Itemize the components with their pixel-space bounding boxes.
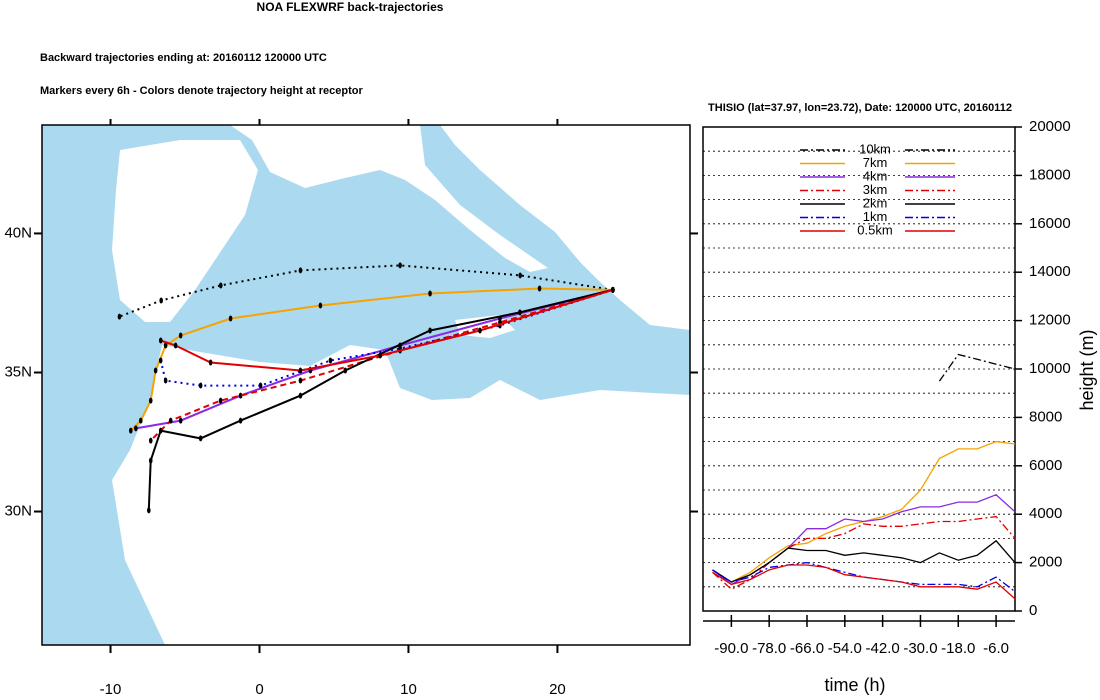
y-tick-label: 4000 bbox=[1029, 505, 1062, 522]
x-tick-label: -54.0 bbox=[828, 640, 862, 657]
trajectory-marker bbox=[298, 377, 303, 384]
trajectory-marker bbox=[343, 367, 348, 374]
trajectory-marker bbox=[128, 427, 133, 434]
trajectory-marker bbox=[147, 507, 151, 514]
trajectory-marker bbox=[298, 267, 303, 274]
trajectory-marker bbox=[134, 425, 138, 432]
x-tick-label: 20 bbox=[549, 681, 566, 698]
y-tick-label: 2000 bbox=[1029, 554, 1062, 571]
y-tick-label: 18000 bbox=[1029, 166, 1071, 183]
y-tick-label: 8000 bbox=[1029, 408, 1062, 425]
x-tick-label: -78.0 bbox=[752, 640, 786, 657]
trajectory-marker bbox=[173, 342, 178, 349]
y-tick-label: 6000 bbox=[1029, 457, 1062, 474]
x-axis-label: time (h) bbox=[824, 675, 885, 695]
trajectory-marker bbox=[328, 357, 333, 364]
trajectory-marker bbox=[518, 272, 522, 279]
series-line bbox=[712, 561, 1016, 593]
land bbox=[112, 140, 258, 322]
y-tick-label: 16000 bbox=[1029, 215, 1071, 232]
trajectory-marker bbox=[153, 367, 158, 374]
trajectory-marker bbox=[163, 342, 168, 349]
x-tick-label: 0 bbox=[255, 681, 263, 698]
series-line bbox=[712, 564, 1016, 600]
map-frame bbox=[41, 124, 691, 646]
trajectory-marker bbox=[148, 437, 153, 444]
series-line bbox=[712, 515, 1016, 590]
legend-label: 4km bbox=[863, 168, 888, 183]
map bbox=[41, 124, 691, 646]
x-tick-label: -18.0 bbox=[941, 640, 975, 657]
trajectory-marker bbox=[208, 359, 213, 366]
x-tick-label: -30.0 bbox=[903, 640, 937, 657]
series-line bbox=[938, 353, 1016, 382]
x-tick-label: -10 bbox=[100, 681, 122, 698]
x-tick-label: 10 bbox=[400, 681, 417, 698]
main-title: NOA FLEXWRF back-trajectories bbox=[257, 0, 444, 14]
trajectory-marker bbox=[218, 397, 223, 404]
trajectory-marker bbox=[163, 377, 168, 384]
y-tick-label: 10000 bbox=[1029, 360, 1071, 377]
subtitle: Markers every 6h - Colors denote traject… bbox=[40, 85, 363, 97]
legend-label: 0.5km bbox=[857, 222, 892, 237]
trajectory-marker bbox=[478, 327, 482, 334]
x-tick-label: -6.0 bbox=[983, 640, 1009, 657]
trajectory-marker bbox=[228, 315, 233, 322]
trajectory-marker bbox=[168, 417, 173, 424]
legend-label: 1km bbox=[863, 209, 888, 224]
trajectory-marker bbox=[398, 262, 402, 269]
land bbox=[230, 125, 548, 272]
trajectory-marker bbox=[318, 302, 323, 309]
y-tick-label: 12000 bbox=[1029, 312, 1071, 329]
y-tick-label: 0 bbox=[1029, 602, 1037, 619]
y-tick-label: 30N bbox=[4, 502, 32, 519]
trajectory-marker bbox=[537, 285, 542, 292]
trajectory-marker bbox=[238, 392, 243, 399]
trajectory-marker bbox=[298, 392, 303, 399]
trajectory-marker bbox=[148, 457, 153, 464]
y-tick-label: 14000 bbox=[1029, 263, 1071, 280]
trajectory-marker bbox=[158, 337, 163, 344]
series-line bbox=[712, 539, 1016, 583]
trajectory-marker bbox=[148, 397, 153, 404]
legend-label: 10km bbox=[859, 141, 891, 156]
trajectory-marker bbox=[428, 327, 432, 334]
y-tick-label: 35N bbox=[4, 363, 32, 380]
x-tick-label: -90.0 bbox=[714, 640, 748, 657]
land bbox=[112, 345, 690, 645]
x-tick-label: -66.0 bbox=[790, 640, 824, 657]
trajectory-marker bbox=[158, 357, 163, 364]
trajectory-line bbox=[147, 288, 614, 511]
trajectory-marker bbox=[378, 352, 382, 359]
trajectory-marker bbox=[218, 282, 223, 289]
y-tick-label: 20000 bbox=[1029, 118, 1071, 135]
trajectory-marker bbox=[298, 367, 303, 374]
trajectory-marker bbox=[198, 435, 203, 442]
legend-label: 3km bbox=[863, 182, 888, 197]
trajectory-marker bbox=[198, 382, 203, 389]
trajectory-marker bbox=[258, 382, 263, 389]
series-line bbox=[712, 440, 1016, 583]
subtitle: Backward trajectories ending at: 2016011… bbox=[40, 52, 327, 64]
trajectory-marker bbox=[138, 417, 143, 424]
trajectory-marker bbox=[238, 417, 243, 424]
trajectory-marker bbox=[518, 309, 522, 316]
y-axis-label: height (m) bbox=[1077, 329, 1097, 410]
x-tick-label: -42.0 bbox=[866, 640, 900, 657]
legend-label: 2km bbox=[863, 195, 888, 210]
series-line bbox=[712, 494, 1016, 586]
y-tick-label: 40N bbox=[4, 224, 32, 241]
trajectory-marker bbox=[428, 290, 432, 297]
trajectory-marker bbox=[117, 313, 122, 320]
trajectory-marker bbox=[159, 297, 163, 304]
trajectory-marker bbox=[178, 332, 183, 339]
trajectory-marker bbox=[178, 417, 183, 424]
chart-title: THISIO (lat=37.97, lon=23.72), Date: 120… bbox=[708, 102, 1012, 114]
legend-label: 7km bbox=[863, 155, 888, 170]
land bbox=[440, 125, 690, 330]
trajectory-marker bbox=[611, 286, 615, 293]
trajectory-marker bbox=[158, 427, 163, 434]
